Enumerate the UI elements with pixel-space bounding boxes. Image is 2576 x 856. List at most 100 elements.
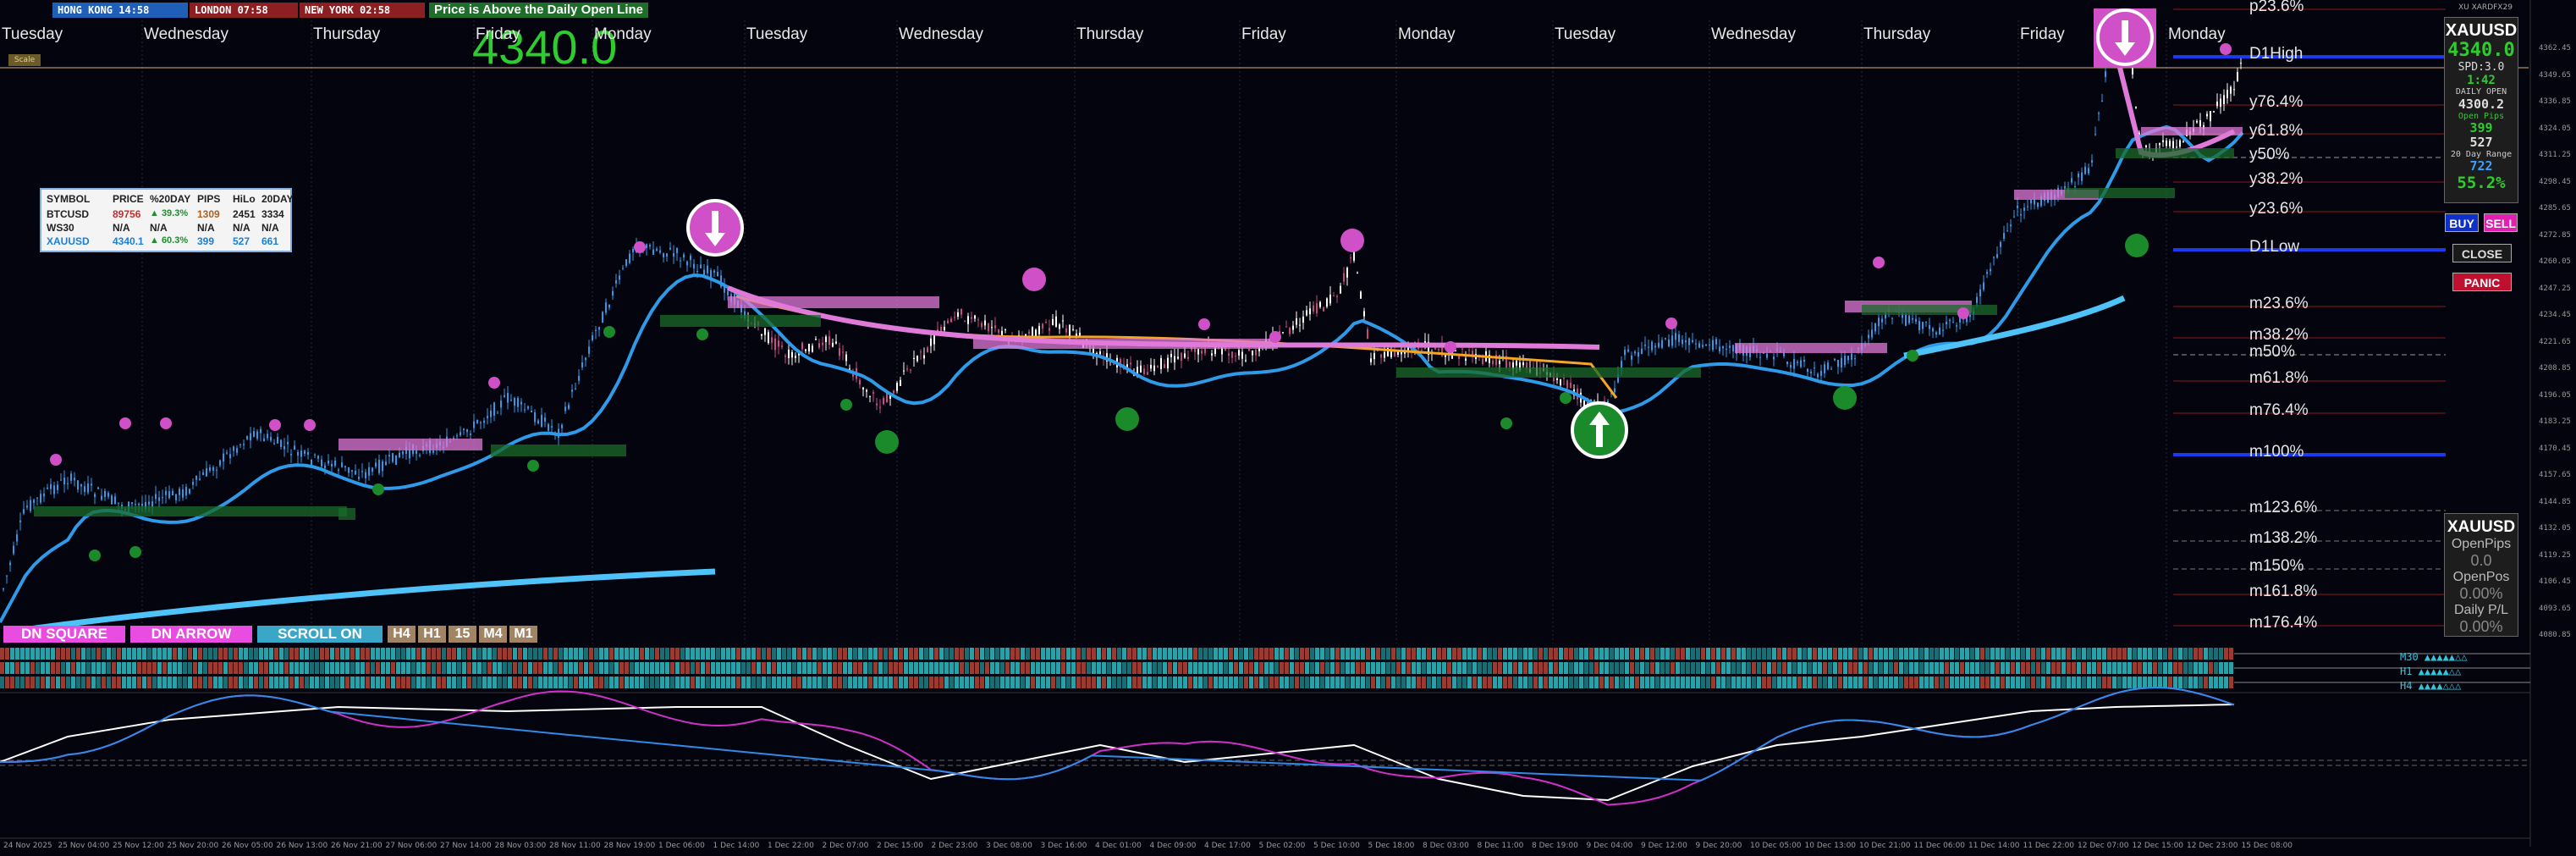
heatmap-cell (239, 648, 243, 660)
heatmap-cell (1818, 662, 1822, 674)
heatmap-cell (873, 648, 878, 660)
dn-square-button[interactable]: DN SQUARE (3, 626, 125, 643)
price-candle-body (690, 255, 691, 261)
heatmap-cell (1274, 648, 1279, 660)
sell-button[interactable]: SELL (2484, 213, 2518, 232)
heatmap-cell (1544, 677, 1548, 688)
time-tick: 28 Nov 19:00 (603, 842, 656, 850)
timeframe-h1[interactable]: H1 (418, 626, 446, 643)
heatmap-cell (1884, 648, 1888, 660)
heatmap-cell (1640, 648, 1644, 660)
heatmap-cell (985, 662, 989, 674)
price-candle-body (273, 443, 275, 445)
heatmap-cell (848, 677, 852, 688)
heatmap-cell (1437, 648, 1441, 660)
heatmap-cell (173, 677, 177, 688)
heatmap-cell (259, 662, 263, 674)
price-tick: 4221.65 (2539, 337, 2571, 346)
heatmap-cell (1879, 648, 1883, 660)
scroll-toggle[interactable]: SCROLL ON (257, 626, 383, 643)
heatmap-cell (1427, 662, 1431, 674)
heatmap-cell (1122, 677, 1126, 688)
price-candle-body (896, 383, 898, 391)
heatmap-cell (1838, 677, 1842, 688)
heatmap-cell (823, 677, 827, 688)
price-candle-body (107, 493, 109, 497)
heatmap-cell (1797, 677, 1802, 688)
timeframe-m1[interactable]: M1 (509, 626, 537, 643)
close-button[interactable]: CLOSE (2452, 244, 2512, 262)
heatmap-cell (178, 662, 182, 674)
heatmap-cell (1285, 677, 1289, 688)
buy-button[interactable]: BUY (2445, 213, 2479, 232)
heatmap-cell (894, 662, 898, 674)
heatmap-cell (1742, 662, 1746, 674)
price-candle-body (331, 464, 333, 467)
heatmap-cell (2046, 662, 2050, 674)
heatmap-cell (76, 648, 80, 660)
heatmap-cell (701, 677, 705, 688)
price-candle-body (165, 490, 167, 495)
heatmap-cell (1508, 662, 1512, 674)
heatmap-cell (1615, 662, 1619, 674)
heatmap-cell (279, 662, 283, 674)
timeframe-m4[interactable]: M4 (479, 626, 507, 643)
fib-level-label: D1High (2249, 45, 2304, 63)
time-tick: 11 Dec 06:00 (1913, 842, 1966, 850)
heatmap-cell (1229, 662, 1233, 674)
heatmap-cell (2082, 662, 2086, 674)
heatmap-cell (833, 662, 837, 674)
heatmap-cell (1178, 662, 1182, 674)
heatmap-cell (2148, 677, 2152, 688)
heatmap-cell (1244, 648, 1248, 660)
heatmap-cell (2021, 662, 2025, 674)
heatmap-cell (1980, 648, 1984, 660)
heatmap-cell (1300, 662, 1304, 674)
timeframe-h4[interactable]: H4 (388, 626, 416, 643)
price-candle-body (382, 461, 383, 472)
price-candle-body (419, 455, 421, 456)
price-candle-body (1732, 345, 1734, 352)
heatmap-cell (858, 648, 862, 660)
heatmap-cell (1472, 648, 1477, 660)
heatmap-cell (2102, 662, 2106, 674)
symbol-row-xauusd[interactable]: XAUUSD 4340.1 ▲ 60.3% 399 527 661 (47, 235, 279, 247)
price-candle-body (835, 341, 837, 344)
heatmap-cell (2133, 677, 2137, 688)
symbol-row-btcusd[interactable]: BTCUSD 89756 ▲ 39.3% 1309 2451 3334 (47, 208, 284, 220)
heatmap-cell (56, 648, 60, 660)
price-candle-body (883, 398, 884, 405)
heatmap-cell (2072, 648, 2076, 660)
heatmap-cell (1056, 677, 1060, 688)
price-candle-body (287, 442, 289, 445)
price-candle-body (944, 326, 945, 331)
heatmap-cell (1848, 648, 1852, 660)
price-candle-body (311, 459, 312, 466)
heatmap-cell (975, 662, 979, 674)
price-candle-body (158, 497, 160, 501)
scale-button[interactable]: Scale (8, 54, 41, 66)
heatmap-cell (2056, 662, 2061, 674)
heatmap-cell (173, 662, 177, 674)
symbol-row-ws30[interactable]: WS30 N/A N/A N/A N/A N/A (47, 222, 279, 234)
zone-rect (2116, 148, 2234, 158)
heatmap-cell (1219, 648, 1223, 660)
heatmap-cell (371, 677, 375, 688)
time-tick: 4 Dec 17:00 (1204, 842, 1251, 850)
heatmap-cell (1173, 677, 1177, 688)
heatmap-cell (396, 662, 400, 674)
heatmap-cell (1742, 648, 1746, 660)
price-candle-body (1522, 362, 1524, 366)
timeframe-15[interactable]: 15 (449, 626, 476, 643)
heatmap-cell (1010, 648, 1015, 660)
panic-button[interactable]: PANIC (2452, 273, 2512, 291)
price-candle-body (724, 284, 725, 293)
heatmap-cell (1935, 648, 1939, 660)
heatmap-cell (1021, 648, 1025, 660)
heatmap-cell (1843, 677, 1847, 688)
heatmap-cell (965, 662, 969, 674)
heatmap-cell (117, 662, 121, 674)
heatmap-cell (2204, 662, 2208, 674)
dn-arrow-button[interactable]: DN ARROW (130, 626, 252, 643)
